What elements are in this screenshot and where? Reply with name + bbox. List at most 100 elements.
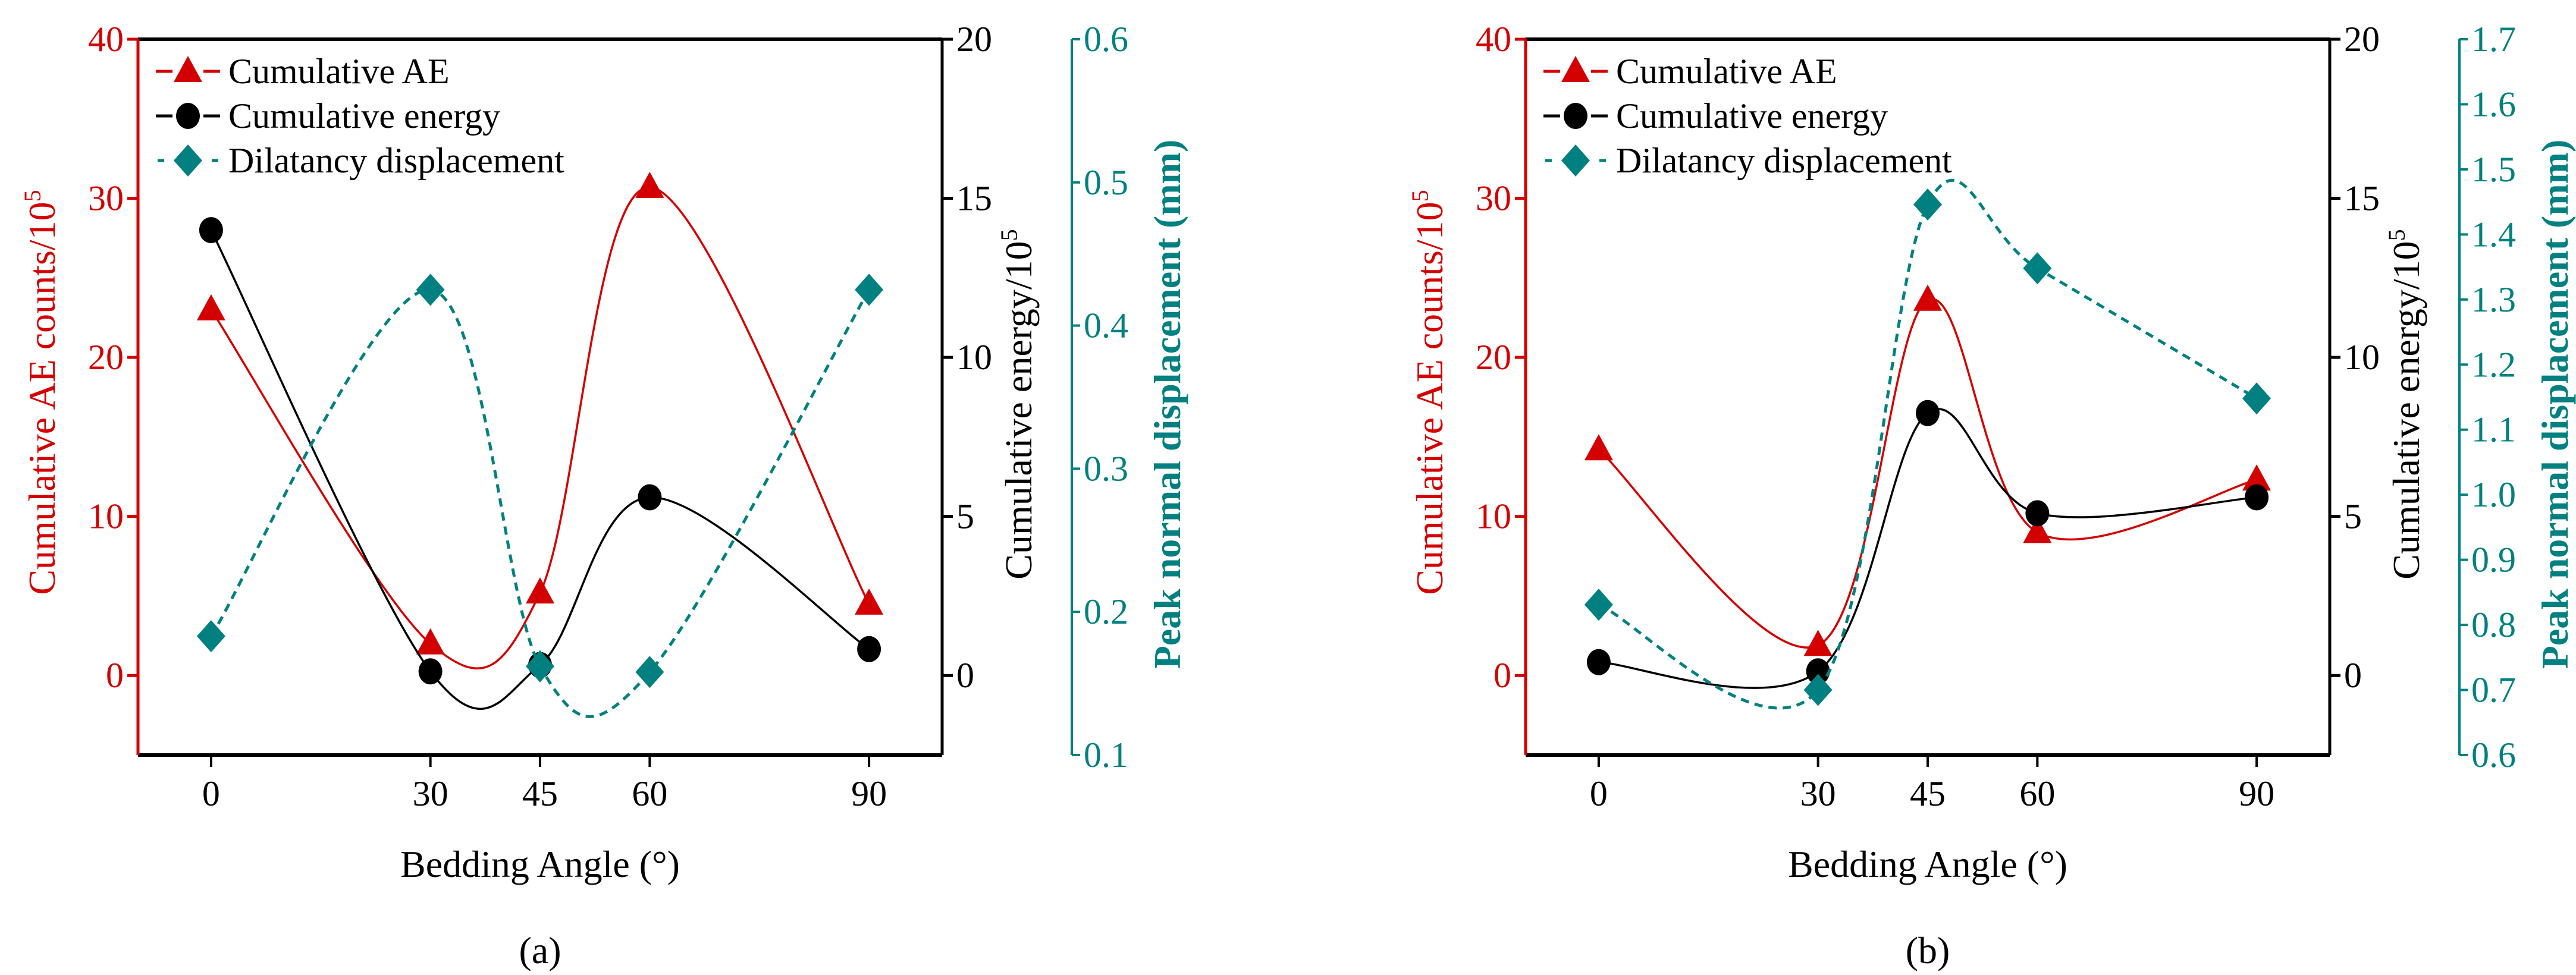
y1-tick-label: 30 — [88, 179, 124, 218]
y3-tick-label: 1.1 — [2471, 410, 2516, 449]
x-tick-label: 0 — [1590, 774, 1608, 813]
legend-marker-tri — [1561, 56, 1590, 82]
y3-tick-label: 0.2 — [1084, 592, 1128, 631]
data-point — [1913, 188, 1942, 221]
x-tick-label: 30 — [1800, 774, 1836, 813]
legend-marker-diam — [174, 144, 202, 177]
chart-panel-a: 0 30 45 60 90 Bedding Angle (°) 0 10 20 30 40 0 5 10 1… — [19, 20, 1188, 971]
y3-tick-label: 0.7 — [2471, 671, 2516, 710]
data-point — [416, 628, 445, 655]
data-point — [196, 294, 225, 320]
y2-tick-label: 15 — [956, 179, 992, 218]
data-point — [2023, 252, 2052, 285]
y3-tick-label: 1.5 — [2471, 150, 2516, 189]
x-tick-label: 45 — [1910, 774, 1946, 813]
y3-tick-label: 1.2 — [2471, 345, 2516, 384]
data-point — [2245, 484, 2269, 511]
x-tick-label: 45 — [522, 774, 558, 813]
legend-label: Cumulative AE — [1616, 52, 1837, 91]
y3-tick-label: 1.6 — [2471, 84, 2516, 124]
y3-tick-label: 0.9 — [2471, 540, 2516, 580]
y3-tick-label: 1.7 — [2471, 20, 2516, 59]
y2-axis-label-text: Cumulative energy/10 — [997, 241, 1040, 579]
y1-axis-label: Cumulative AE counts/105 — [19, 190, 63, 595]
y2-axis-label: Cumulative energy/105 — [996, 229, 1040, 579]
data-point — [1803, 630, 1833, 656]
x-axis-label: Bedding Angle (°) — [1788, 843, 2067, 885]
y3-axis-label-text: Peak normal displacement (mm) — [1146, 140, 1188, 669]
data-point — [2023, 517, 2052, 543]
data-point — [1584, 434, 1613, 461]
legend-label: Cumulative energy — [228, 96, 500, 136]
series-cumulative-energy — [1586, 400, 2269, 689]
y1-tick-label: 40 — [88, 20, 124, 59]
data-point — [1913, 284, 1942, 311]
y3-axis-label: Peak normal displacement (mm) — [1146, 140, 1188, 669]
data-point — [857, 636, 881, 662]
data-point — [635, 656, 664, 688]
y1-tick-label: 20 — [1476, 338, 1511, 377]
legend-label: Dilatancy displacement — [228, 141, 564, 180]
data-point — [1806, 658, 1830, 685]
y2-tick-label: 5 — [956, 497, 974, 536]
y1-axis-label: Cumulative AE counts/105 — [1407, 190, 1451, 595]
data-point — [1803, 674, 1833, 706]
series-line — [1598, 408, 2257, 689]
y2-tick-label: 10 — [956, 338, 992, 377]
legend-label: Cumulative AE — [228, 52, 450, 91]
y1-tick-label: 20 — [88, 338, 124, 377]
y3-axis-label-text: Peak normal displacement (mm) — [2534, 140, 2576, 669]
x-axis-label: Bedding Angle (°) — [400, 843, 680, 885]
x-tick-label: 60 — [632, 774, 667, 813]
y1-axis-label-superscript: 5 — [19, 190, 46, 202]
x-tick-label: 90 — [2239, 774, 2274, 813]
data-point — [1916, 400, 1940, 426]
y2-axis-label: Cumulative energy/105 — [2383, 229, 2427, 579]
y3-tick-label: 0.6 — [2471, 735, 2516, 775]
data-point — [855, 273, 884, 306]
series-line — [1598, 298, 2257, 649]
y2-axis-label-text: Cumulative energy/10 — [2385, 241, 2427, 579]
data-point — [2025, 500, 2050, 527]
data-point — [418, 658, 443, 685]
panel-label: (b) — [1906, 929, 1950, 971]
y3-tick-label: 0.5 — [1084, 163, 1128, 202]
data-point — [196, 620, 225, 653]
y2-tick-label: 15 — [2344, 179, 2380, 218]
data-point — [416, 273, 445, 306]
y2-tick-label: 5 — [2344, 497, 2362, 536]
y3-tick-label: 0.8 — [2471, 605, 2516, 644]
y3-tick-label: 1.0 — [2471, 475, 2516, 514]
data-point — [1586, 649, 1611, 675]
legend-marker-circ — [1564, 103, 1587, 129]
series-line — [1598, 178, 2258, 710]
y2-tick-label: 20 — [956, 20, 992, 59]
series-cumulative-ae — [1584, 284, 2271, 656]
y2-axis-label-superscript: 5 — [996, 229, 1022, 241]
y1-axis-label-text: Cumulative AE counts/10 — [21, 202, 63, 595]
data-point — [635, 171, 664, 198]
series-line — [209, 288, 871, 718]
y3-axis-label: Peak normal displacement (mm) — [2534, 140, 2576, 669]
y1-axis-label-superscript: 5 — [1407, 190, 1433, 202]
series-dilatancy-displacement — [1584, 178, 2271, 710]
data-point — [2242, 382, 2271, 415]
y1-tick-label: 0 — [1493, 656, 1511, 695]
y1-tick-label: 10 — [1476, 497, 1511, 536]
y3-tick-label: 0.1 — [1084, 735, 1128, 775]
y1-axis-label-text: Cumulative AE counts/10 — [1408, 202, 1451, 595]
data-point — [1584, 589, 1613, 621]
y2-axis-label-superscript: 5 — [2383, 229, 2410, 241]
y2-tick-label: 20 — [2344, 20, 2380, 59]
series-dilatancy-displacement — [196, 273, 884, 718]
y3-tick-label: 1.3 — [2471, 280, 2516, 319]
legend-label: Cumulative energy — [1616, 96, 1888, 136]
y1-tick-label: 0 — [106, 656, 124, 695]
y3-tick-label: 0.3 — [1084, 449, 1128, 488]
data-point — [855, 588, 884, 615]
y1-tick-label: 30 — [1476, 179, 1511, 218]
y3-tick-label: 0.6 — [1084, 20, 1128, 59]
data-point — [526, 577, 554, 604]
y1-tick-label: 10 — [88, 497, 124, 536]
